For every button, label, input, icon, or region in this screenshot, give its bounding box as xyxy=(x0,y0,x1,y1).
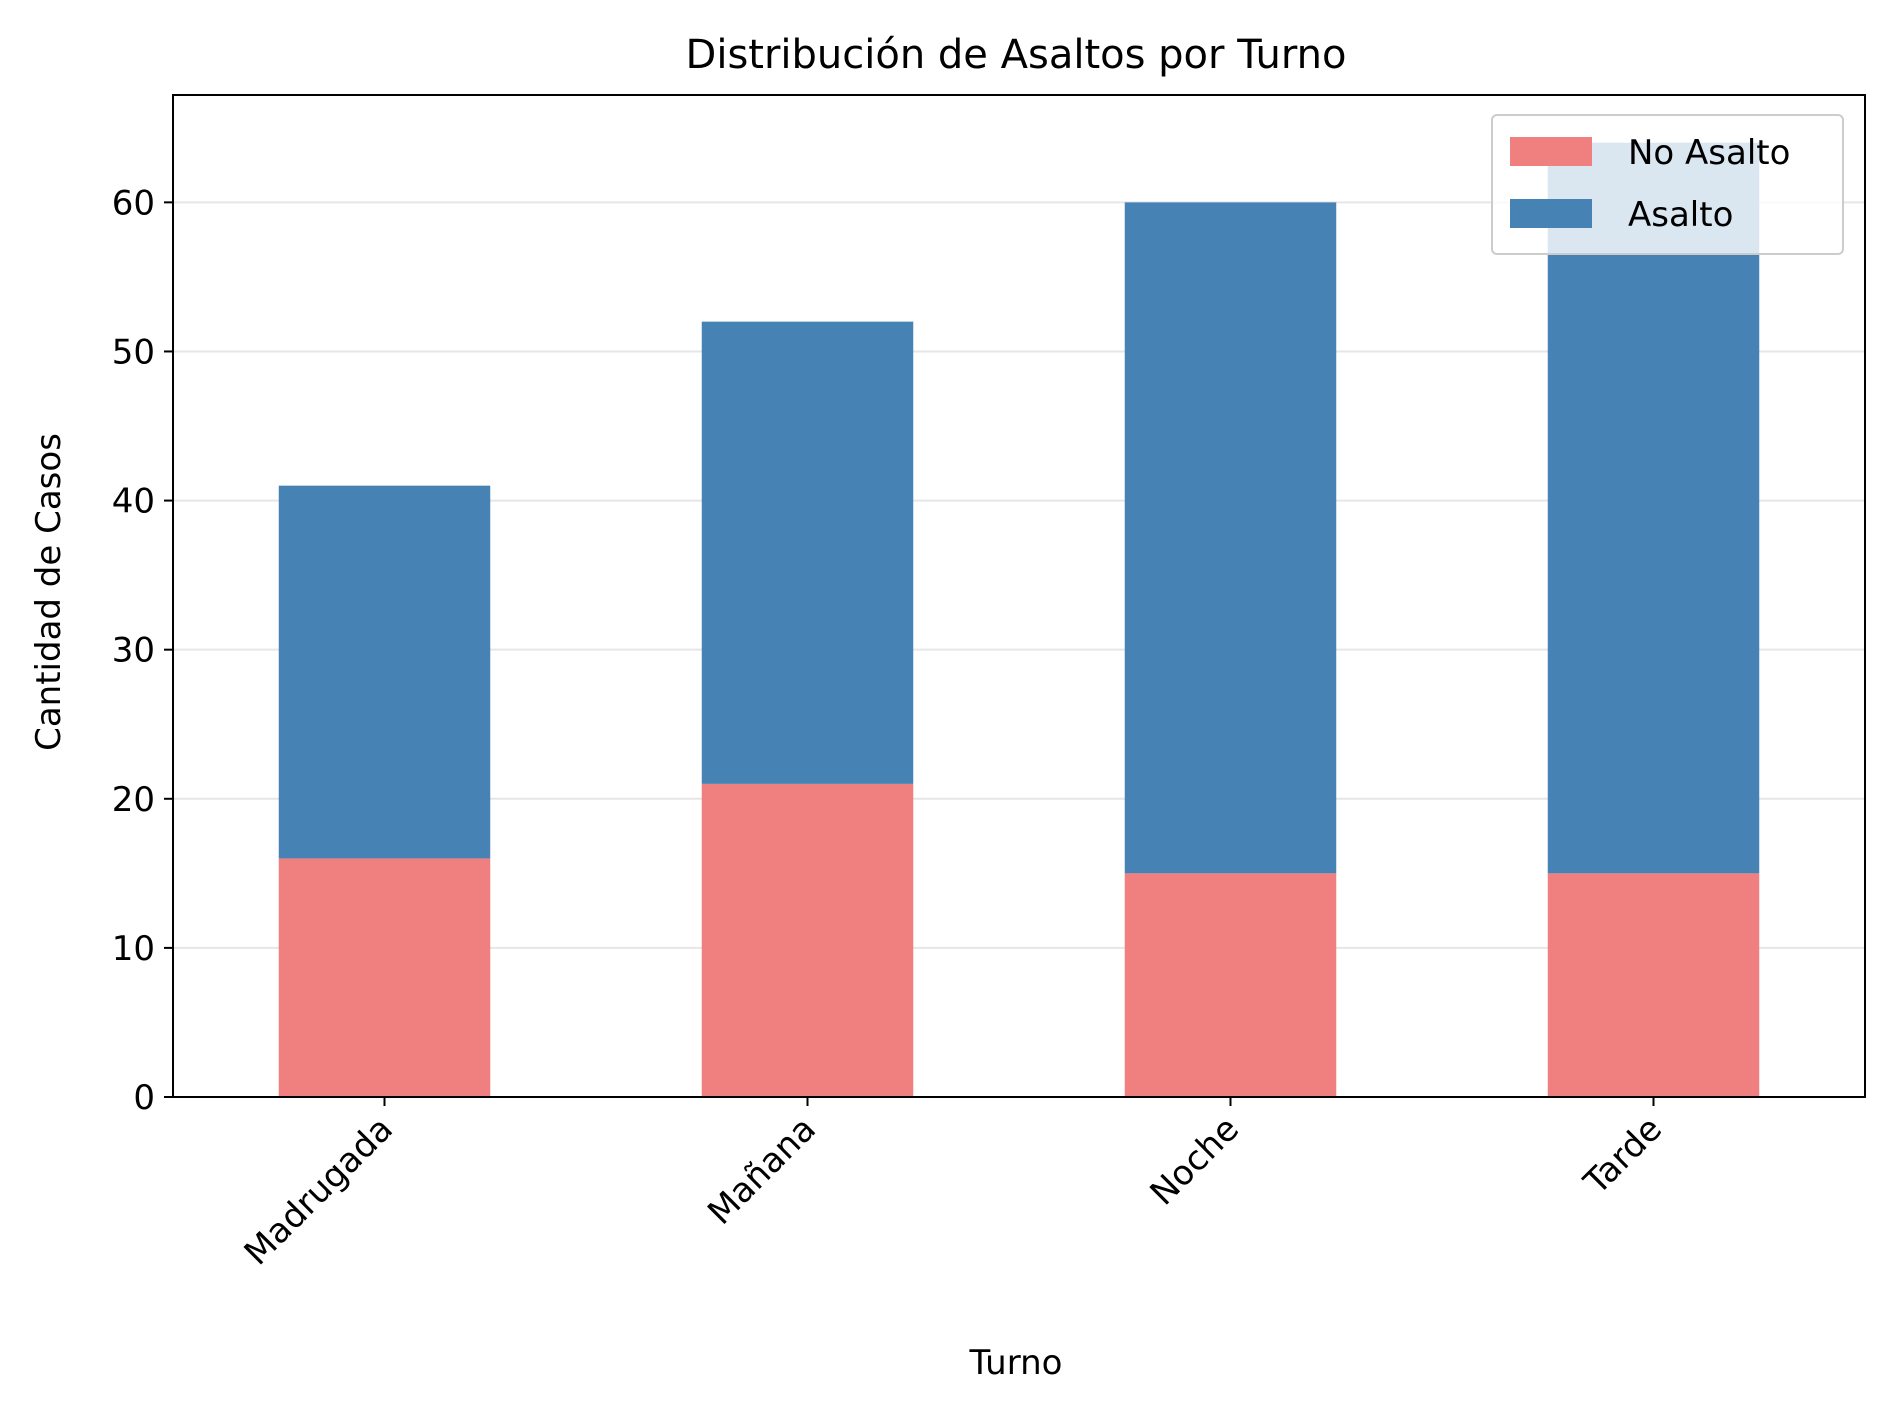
y-axis-label: Cantidad de Casos xyxy=(29,433,69,751)
bar-asalto-tarde xyxy=(1547,142,1760,874)
bar-asalto-mañana xyxy=(701,321,914,784)
y-tick-label: 30 xyxy=(112,631,155,671)
plot-frame xyxy=(172,94,1866,1098)
x-axis-label: Turno xyxy=(969,1343,1063,1383)
y-tick-label: 50 xyxy=(112,332,155,372)
y-tick-label: 10 xyxy=(112,929,155,969)
legend: No Asalto Asalto xyxy=(1491,114,1844,255)
legend-swatch-asalto xyxy=(1510,199,1592,228)
legend-label: No Asalto xyxy=(1628,133,1790,173)
bar-no-asalto-madrugada xyxy=(278,858,491,1097)
bar-no-asalto-noche xyxy=(1124,873,1337,1097)
legend-swatch-no-asalto xyxy=(1510,137,1592,166)
legend-label: Asalto xyxy=(1628,195,1733,235)
y-tick-label: 0 xyxy=(133,1078,155,1118)
bar-asalto-noche xyxy=(1124,202,1337,874)
bar-asalto-madrugada xyxy=(278,485,491,859)
chart-title: Distribución de Asaltos por Turno xyxy=(686,32,1347,78)
bar-no-asalto-tarde xyxy=(1547,873,1760,1097)
y-axis-ticks: 0 10 20 30 40 50 60 xyxy=(112,183,173,1118)
y-tick-label: 60 xyxy=(112,183,155,223)
bars xyxy=(278,142,1760,1097)
y-tick-label: 20 xyxy=(112,780,155,820)
y-tick-label: 40 xyxy=(112,482,155,522)
bar-no-asalto-mañana xyxy=(701,783,914,1097)
